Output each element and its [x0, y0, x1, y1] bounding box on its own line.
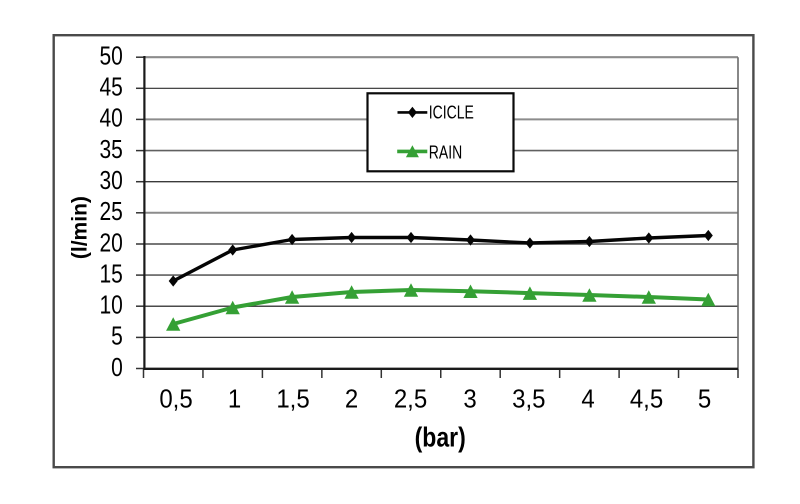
svg-text:5: 5 — [111, 323, 123, 352]
svg-text:3: 3 — [463, 385, 476, 414]
svg-text:3,5: 3,5 — [512, 385, 545, 414]
svg-text:45: 45 — [99, 74, 122, 103]
svg-text:30: 30 — [99, 167, 122, 196]
svg-text:1: 1 — [228, 385, 241, 414]
svg-text:20: 20 — [99, 229, 122, 258]
svg-text:5: 5 — [698, 385, 711, 414]
svg-text:(l/min): (l/min) — [69, 196, 92, 259]
svg-text:50: 50 — [99, 42, 122, 71]
svg-text:10: 10 — [99, 291, 122, 320]
svg-text:(bar): (bar) — [415, 423, 466, 453]
svg-text:4,5: 4,5 — [630, 385, 663, 414]
svg-text:2: 2 — [345, 385, 358, 414]
svg-text:4: 4 — [581, 385, 594, 414]
svg-text:35: 35 — [99, 136, 122, 165]
svg-text:25: 25 — [99, 198, 122, 227]
svg-text:ICICLE: ICICLE — [429, 103, 474, 123]
svg-text:0: 0 — [111, 354, 123, 383]
svg-text:2,5: 2,5 — [394, 385, 427, 414]
svg-text:40: 40 — [99, 105, 122, 134]
svg-text:15: 15 — [99, 260, 122, 289]
svg-text:RAIN: RAIN — [429, 143, 462, 163]
svg-text:0,5: 0,5 — [159, 385, 192, 414]
svg-text:1,5: 1,5 — [276, 385, 309, 414]
